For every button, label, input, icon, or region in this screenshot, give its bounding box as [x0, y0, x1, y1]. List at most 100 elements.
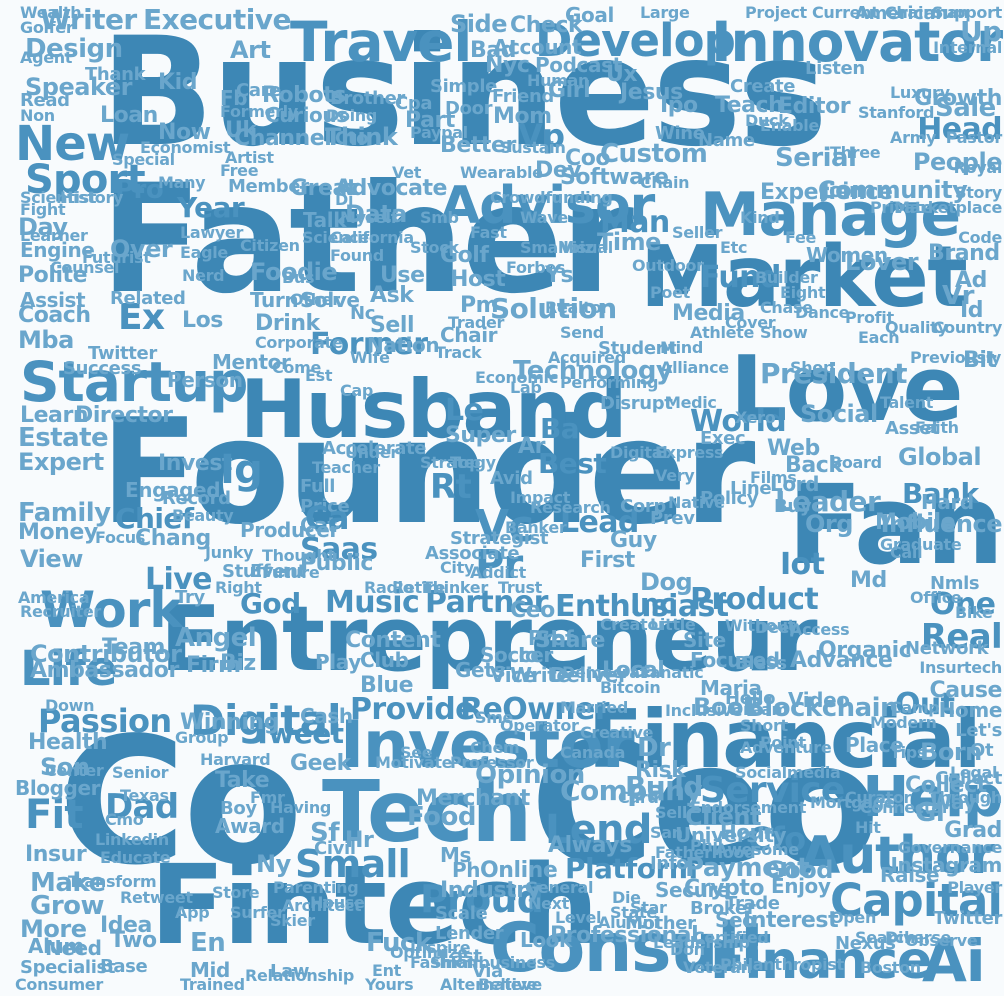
- cloud-word: Agent: [20, 48, 73, 67]
- cloud-word: Bus: [282, 268, 315, 287]
- cloud-word: Team: [102, 635, 166, 660]
- cloud-word: Recruiter: [20, 602, 101, 621]
- cloud-word: Design: [25, 34, 123, 64]
- cloud-word: Two: [110, 928, 157, 953]
- cloud-word: Crypto: [684, 876, 765, 901]
- cloud-word: Blue: [360, 673, 414, 698]
- cloud-word: Advisor: [440, 176, 655, 236]
- cloud-word: Insurtech: [919, 658, 1002, 677]
- cloud-word: Seo: [715, 908, 756, 932]
- cloud-word: Prof: [528, 626, 574, 650]
- cloud-word: Motivate: [375, 753, 453, 772]
- cloud-word: Hello: [725, 688, 776, 709]
- cloud-word: Economic: [475, 368, 558, 387]
- cloud-word: Access: [790, 620, 850, 639]
- cloud-word: Smallbiz: [520, 238, 594, 257]
- cloud-word: Ys: [545, 263, 574, 288]
- cloud-word: Community: [818, 176, 968, 204]
- cloud-word: Teacher: [312, 458, 380, 477]
- cloud-word: Optimize: [390, 943, 468, 962]
- cloud-word: Open: [830, 908, 877, 927]
- cloud-word: Try: [175, 587, 205, 608]
- cloud-word: San: [650, 823, 683, 842]
- cloud-word: General: [525, 878, 594, 897]
- cloud-word: Platform: [565, 852, 698, 885]
- cloud-word: Retire: [392, 578, 446, 597]
- cloud-word: Last: [440, 946, 482, 967]
- cloud-word: Right: [215, 578, 262, 597]
- cloud-word: Hard: [921, 490, 974, 514]
- cloud-word: Info: [650, 853, 689, 874]
- cloud-word: Ceo: [530, 706, 880, 904]
- cloud-word: Track: [435, 343, 482, 362]
- cloud-word: Lend: [545, 807, 652, 853]
- cloud-word: Short: [740, 716, 788, 735]
- cloud-word: Skier: [270, 911, 315, 930]
- cloud-word: Free: [220, 161, 259, 180]
- cloud-word: Mentor: [212, 350, 291, 374]
- cloud-word: Mba: [18, 326, 74, 354]
- cloud-word: Curator: [845, 788, 912, 807]
- cloud-word: Business: [100, 6, 828, 180]
- cloud-word: See: [400, 743, 433, 762]
- cloud-word: Found: [330, 246, 384, 265]
- cloud-word: Drink: [255, 311, 320, 336]
- cloud-word: Podcast: [535, 53, 622, 77]
- cloud-word: Cause: [929, 678, 1003, 703]
- cloud-word: Senior: [112, 763, 169, 782]
- cloud-word: Performing: [560, 373, 659, 392]
- cloud-word: Wealth: [20, 3, 82, 22]
- cloud-word: Org: [805, 510, 853, 538]
- cloud-word: Record: [162, 488, 231, 509]
- cloud-word: California: [330, 228, 414, 247]
- cloud-word: Socialmedia: [735, 763, 841, 782]
- cloud-word: Success: [63, 358, 142, 379]
- cloud-word: Kind: [740, 208, 780, 227]
- cloud-word: Part: [405, 108, 455, 133]
- cloud-word: Athlete: [690, 323, 755, 342]
- cloud-word: Prev: [650, 508, 695, 529]
- cloud-word: History: [60, 188, 124, 207]
- cloud-word: Trader: [448, 313, 505, 332]
- cloud-word: Without: [725, 616, 795, 635]
- cloud-word: Futurist: [82, 248, 151, 267]
- cloud-word: Harvard: [200, 750, 271, 769]
- cloud-word: Polite: [18, 263, 88, 288]
- cloud-word: Fashion: [410, 953, 478, 972]
- cloud-word: Mortgage: [810, 793, 895, 812]
- cloud-word: First: [580, 548, 635, 573]
- cloud-word: Ai: [922, 927, 986, 995]
- cloud-word: Project: [745, 3, 807, 22]
- cloud-word: Stuff: [222, 561, 271, 582]
- cloud-word: Sell: [655, 803, 688, 822]
- cloud-word: Solution: [490, 292, 617, 325]
- cloud-word: Three: [830, 143, 881, 162]
- cloud-word: Girl: [548, 78, 591, 103]
- cloud-word: Radio: [364, 578, 414, 597]
- cloud-word: Counsel: [50, 258, 120, 277]
- cloud-word: Don: [670, 940, 705, 959]
- cloud-word: Medic: [665, 393, 717, 412]
- cloud-word: Talk: [303, 208, 347, 232]
- cloud-word: Forbes: [506, 258, 566, 277]
- cloud-word: Ex: [118, 297, 165, 338]
- cloud-word: Company: [560, 774, 703, 807]
- cloud-word: Stanford: [858, 103, 935, 122]
- cloud-word: Visual: [560, 238, 613, 257]
- cloud-word: Paypal: [410, 123, 468, 142]
- cloud-word: Wave: [520, 208, 568, 227]
- cloud-word: Ig: [220, 447, 263, 493]
- cloud-word: Grow: [30, 891, 104, 921]
- cloud-word: Ba: [540, 412, 580, 445]
- cloud-word: Video: [788, 688, 850, 712]
- cloud-word: Contributor: [30, 640, 182, 668]
- cloud-word: Over: [110, 235, 173, 263]
- cloud-word: Rt: [430, 467, 472, 507]
- cloud-word: Advance: [790, 648, 893, 673]
- cloud-word: Xero: [735, 408, 776, 427]
- cloud-word: Simple: [430, 76, 497, 97]
- cloud-word: Vice: [490, 663, 536, 687]
- cloud-word: Digital: [610, 443, 668, 462]
- cloud-word: Each: [858, 328, 900, 347]
